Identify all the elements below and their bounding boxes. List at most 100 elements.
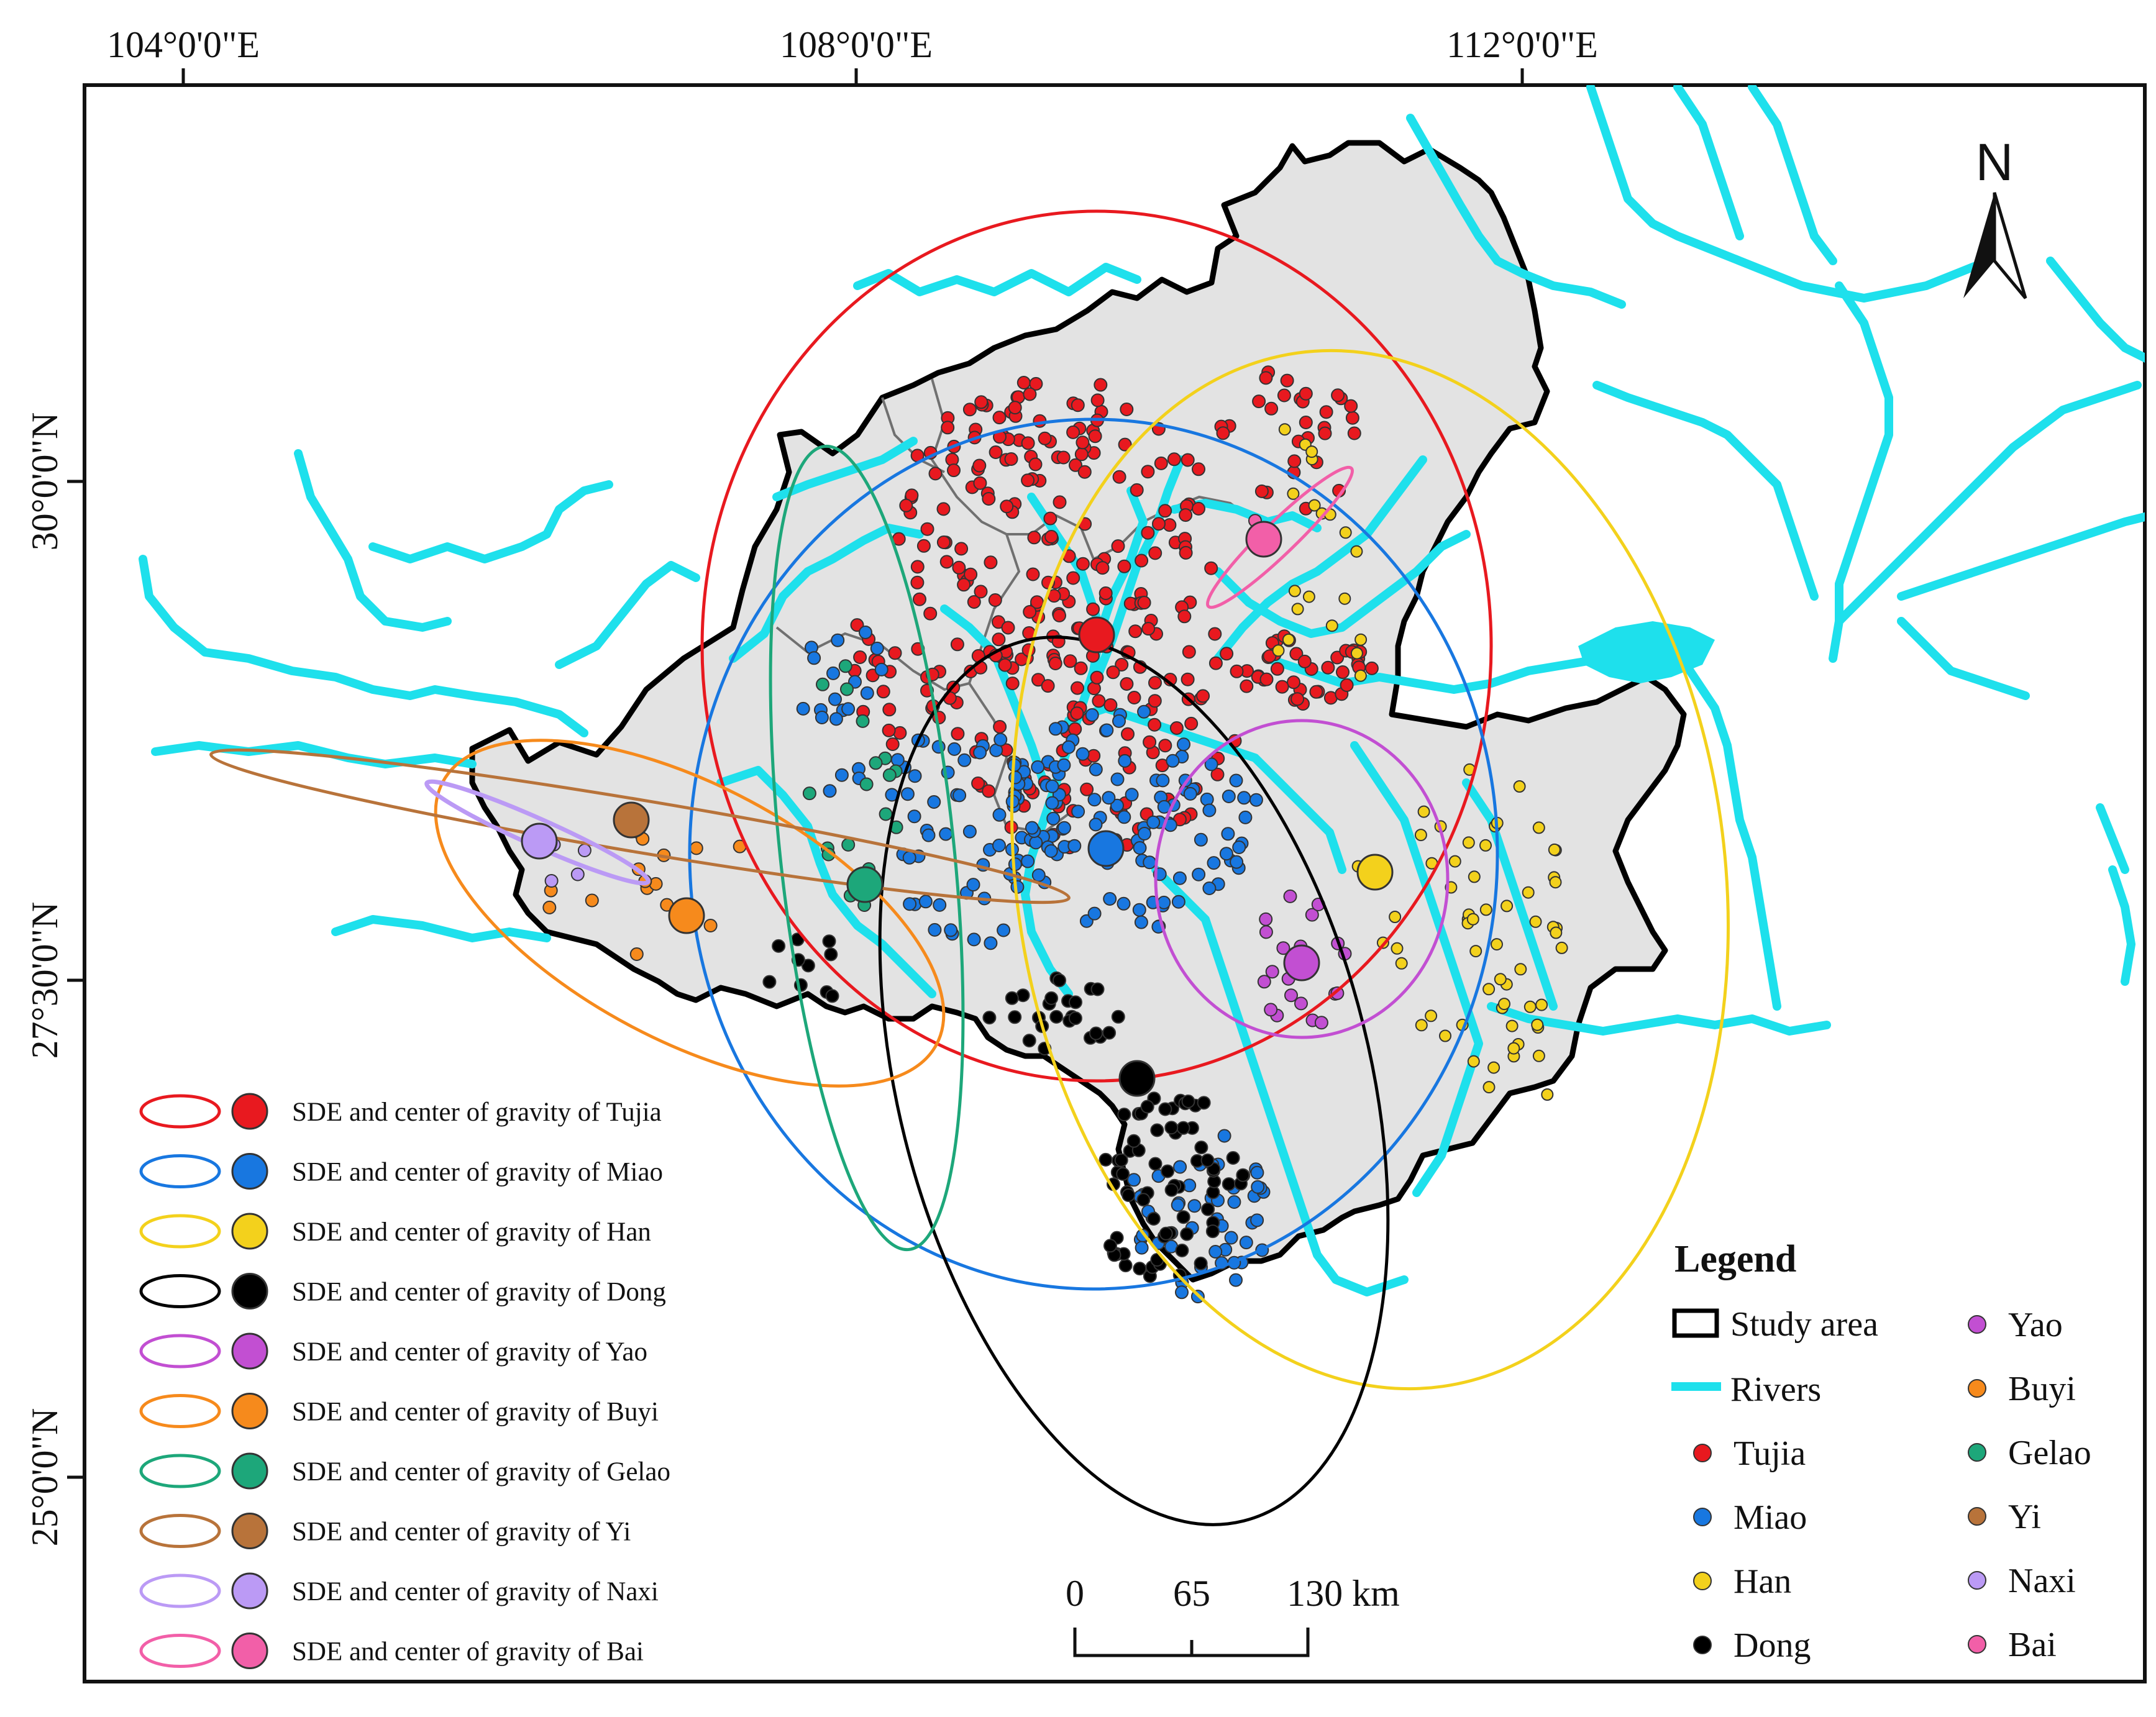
settlement-point-tujia (1331, 388, 1345, 403)
settlement-point-miao (1251, 1180, 1265, 1194)
settlement-point-han (1501, 899, 1514, 913)
settlement-point-gelao (882, 768, 897, 782)
settlement-point-tujia (1321, 660, 1335, 675)
settlement-point-tujia (1090, 670, 1104, 685)
settlement-point-miao (815, 711, 829, 724)
settlement-point-yao (1259, 925, 1273, 939)
settlement-point-tujia (957, 578, 971, 592)
settlement-point-dong (825, 989, 839, 1003)
sde-legend-item-miao: SDE and center of gravity of Miao (139, 1153, 663, 1190)
settlement-point-tujia (1208, 656, 1223, 670)
settlement-point-miao (1102, 791, 1116, 805)
settlement-point-han (1479, 839, 1492, 852)
sde-legend-item-dong: SDE and center of gravity of Dong (139, 1273, 666, 1309)
center-buyi (668, 897, 705, 934)
settlement-point-miao (1194, 832, 1208, 847)
settlement-point-tujia (1135, 553, 1149, 568)
settlement-point-tujia (1220, 647, 1234, 661)
settlement-point-miao (1125, 788, 1139, 802)
settlement-point-han (1532, 821, 1545, 834)
legend-rivers: Rivers (1730, 1370, 1821, 1409)
settlement-point-miao (902, 850, 916, 865)
settlement-point-tujia (1141, 465, 1155, 479)
settlement-point-tujia (1154, 456, 1168, 470)
settlement-point-tujia (1120, 677, 1134, 691)
legend-point-han (1693, 1572, 1712, 1590)
settlement-point-han (1339, 526, 1352, 539)
settlement-point-han (1482, 983, 1496, 996)
settlement-point-han (1467, 1055, 1480, 1068)
sde-ellipse-tujia (700, 209, 1493, 1083)
sde-legend-label: SDE and center of gravity of Gelao (292, 1457, 670, 1487)
settlement-point-tujia (1099, 586, 1113, 600)
center-tujia (1078, 616, 1115, 654)
settlement-point-tujia (1240, 679, 1254, 693)
settlement-point-tujia (936, 502, 951, 516)
center-yao (1283, 944, 1320, 981)
settlement-point-tujia (1287, 675, 1300, 690)
settlement-point-dong (1114, 1153, 1128, 1167)
settlement-point-tujia (1141, 622, 1156, 636)
settlement-point-miao (1227, 1195, 1241, 1209)
graticule-ticks (67, 68, 1524, 1479)
settlement-point-tujia (1111, 539, 1125, 553)
settlement-point-dong (1117, 1108, 1131, 1122)
settlement-point-miao (1029, 836, 1043, 850)
sde-legend-center-bai (231, 1633, 268, 1669)
settlement-point-miao (1117, 896, 1131, 911)
settlement-point-tujia (928, 467, 943, 481)
sde-legend-ellipse-dong (139, 1274, 221, 1308)
settlement-point-tujia (1066, 425, 1080, 439)
settlement-point-miao (1224, 1231, 1238, 1245)
settlement-point-tujia (936, 535, 951, 549)
settlement-point-yao (1257, 975, 1271, 989)
settlement-point-miao (859, 626, 872, 639)
settlement-point-miao (1175, 1285, 1189, 1300)
settlement-point-han (1482, 1081, 1496, 1094)
settlement-point-han (1487, 1061, 1501, 1074)
settlement-point-tujia (1364, 661, 1379, 675)
settlement-point-dong (1180, 1227, 1194, 1241)
settlement-point-dong (1068, 1011, 1082, 1026)
legend-study-area: Study area (1730, 1305, 1878, 1344)
center-dong (1118, 1060, 1156, 1097)
settlement-point-dong (1197, 1096, 1211, 1110)
sde-legend-item-han: SDE and center of gravity of Han (139, 1213, 651, 1250)
settlement-point-tujia (1148, 717, 1162, 732)
settlement-point-tujia (982, 784, 996, 798)
settlement-point-tujia (1071, 681, 1084, 695)
settlement-point-tujia (882, 703, 897, 717)
settlement-point-tujia (853, 650, 867, 664)
sde-ellipse-yi (209, 748, 1071, 904)
settlement-point-miao (992, 808, 1007, 822)
settlement-point-yao (1265, 965, 1279, 979)
legend-point-dong (1693, 1636, 1712, 1654)
settlement-point-miao (1146, 815, 1161, 829)
sde-legend: SDE and center of gravity of Tujia SDE an… (139, 1093, 670, 1669)
sde-legend-ellipse-tujia (139, 1094, 221, 1129)
legend-point-bai (1968, 1635, 1986, 1654)
settlement-point-tujia (1287, 454, 1302, 468)
settlement-point-tujia (998, 658, 1012, 672)
settlement-point-miao (997, 923, 1011, 937)
settlement-point-han (1498, 998, 1510, 1011)
sde-legend-center-buyi (231, 1393, 268, 1429)
settlement-point-han (1549, 876, 1562, 889)
settlement-point-han (1479, 903, 1492, 916)
settlement-point-tujia (888, 646, 902, 660)
settlement-point-dong (1148, 1157, 1163, 1171)
settlement-point-miao (1085, 708, 1099, 722)
lat-label-27-30: 27°30'0"N (24, 902, 65, 1059)
settlement-point-miao (1200, 792, 1214, 806)
settlement-point-miao (1229, 773, 1243, 788)
settlement-point-tujia (1345, 411, 1359, 425)
center-yi (613, 801, 650, 839)
settlement-point-miao (1202, 803, 1217, 818)
settlement-point-miao (1045, 796, 1059, 810)
settlement-point-tujia (876, 685, 890, 699)
scale-bar-line (1073, 1628, 1310, 1657)
settlement-point-miao (1008, 770, 1022, 785)
settlement-point-miao (1172, 871, 1187, 885)
sde-ellipse-han (1010, 348, 1730, 1391)
settlement-point-dong (1200, 1153, 1215, 1167)
